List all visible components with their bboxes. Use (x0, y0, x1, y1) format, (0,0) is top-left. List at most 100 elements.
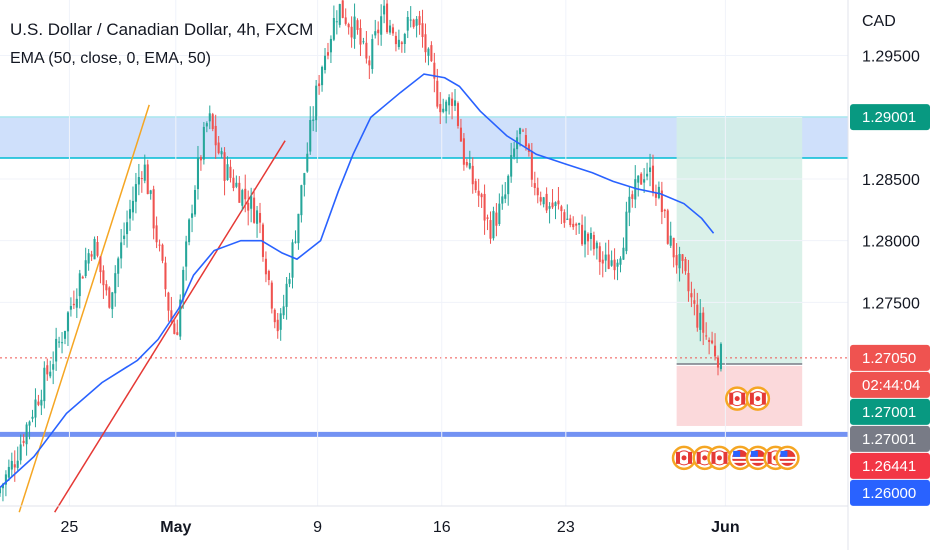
candle-body (445, 101, 448, 112)
x-tick-label: May (160, 519, 191, 536)
candle-body (214, 125, 217, 146)
candle-body (628, 196, 631, 213)
currency-label: CAD (862, 13, 896, 30)
candle-body (267, 271, 270, 281)
candle-body (244, 188, 247, 200)
x-tick-label: 16 (433, 519, 451, 536)
price-label-text: 1.26441 (862, 458, 916, 475)
trendline (18, 104, 150, 513)
candle-body (273, 309, 276, 323)
candle-body (43, 367, 46, 402)
canada-flag-band (711, 451, 716, 464)
candle-body (400, 42, 403, 45)
candle-body (220, 151, 223, 155)
zones-layer (0, 116, 848, 437)
candle-body (49, 371, 52, 377)
us-flag-stripe (749, 456, 766, 459)
candle-body (433, 62, 436, 79)
candle-body (105, 284, 108, 291)
candle-body (501, 196, 504, 204)
maple-leaf-icon (681, 455, 687, 461)
candle-body (46, 365, 49, 375)
candle-body (208, 113, 211, 122)
candle-body (309, 120, 312, 152)
candle-body (191, 213, 194, 218)
candle-body (699, 312, 702, 330)
candle-body (533, 183, 536, 189)
us-flag-stripe (779, 460, 796, 463)
candle-body (241, 190, 244, 206)
grid-layer (0, 0, 848, 506)
candle-body (72, 303, 75, 306)
candle-body (58, 341, 61, 343)
candle-body (643, 179, 646, 183)
candle-body (657, 186, 660, 199)
candle-body (616, 262, 619, 267)
candle-body (238, 182, 241, 203)
candle-body (468, 163, 471, 169)
candle-body (598, 246, 601, 263)
candle-body (453, 100, 457, 106)
candle-body (19, 444, 22, 461)
candle-body (693, 300, 696, 304)
candle-body (604, 254, 607, 261)
candle-body (182, 269, 185, 300)
candle-body (651, 165, 655, 194)
us-flag-stripe (779, 456, 796, 459)
canada-flag-band (729, 392, 734, 405)
candle-body (397, 39, 400, 48)
candle-body (572, 223, 575, 228)
trendline (54, 140, 286, 513)
candle-body (90, 254, 93, 257)
candle-body (155, 225, 158, 243)
candle-body (202, 126, 205, 160)
candle-body (448, 97, 451, 106)
candle-body (542, 197, 545, 205)
candle-body (524, 135, 527, 147)
candle-body (164, 262, 167, 290)
candle-body (55, 338, 58, 362)
price-label-badge (850, 371, 930, 398)
candle-body (554, 202, 557, 207)
candle-body (427, 48, 430, 56)
x-tick-label: 23 (557, 519, 575, 536)
price-label-text: 1.26000 (862, 485, 916, 502)
candle-body (4, 474, 7, 485)
candle-body (306, 153, 309, 172)
candle-body (545, 193, 548, 211)
candle-body (640, 173, 643, 185)
candle-body (634, 179, 637, 200)
price-label-badge (850, 344, 930, 371)
candle-body (28, 421, 31, 426)
candle-body (654, 192, 657, 198)
candle-body (329, 38, 332, 53)
candle-body (140, 178, 143, 180)
canada-flag-band (696, 451, 701, 464)
ema-layer (0, 73, 715, 489)
canada-flag-band (688, 451, 693, 464)
candle-body (108, 287, 111, 308)
indicator-legend[interactable]: EMA (50, close, 0, EMA, 50) (10, 50, 211, 67)
canada-flag-band (741, 392, 746, 405)
us-flag-stripe (749, 460, 766, 463)
candle-body (406, 16, 409, 31)
candle-body (297, 213, 300, 244)
candle-body (462, 138, 465, 165)
candle-body (341, 0, 344, 18)
candle-body (318, 83, 321, 87)
candle-body (383, 5, 386, 15)
candle-body (418, 16, 421, 26)
candle-body (173, 323, 176, 334)
candles-layer (0, 0, 722, 502)
candle-body (386, 3, 389, 33)
ema-line (0, 73, 715, 489)
candle-body (315, 85, 318, 121)
candle-body (583, 230, 587, 245)
candle-body (99, 256, 102, 273)
candle-body (451, 98, 454, 106)
candle-body (622, 247, 625, 260)
candle-body (170, 310, 173, 322)
candle-body (229, 166, 232, 178)
candle-body (601, 259, 604, 264)
